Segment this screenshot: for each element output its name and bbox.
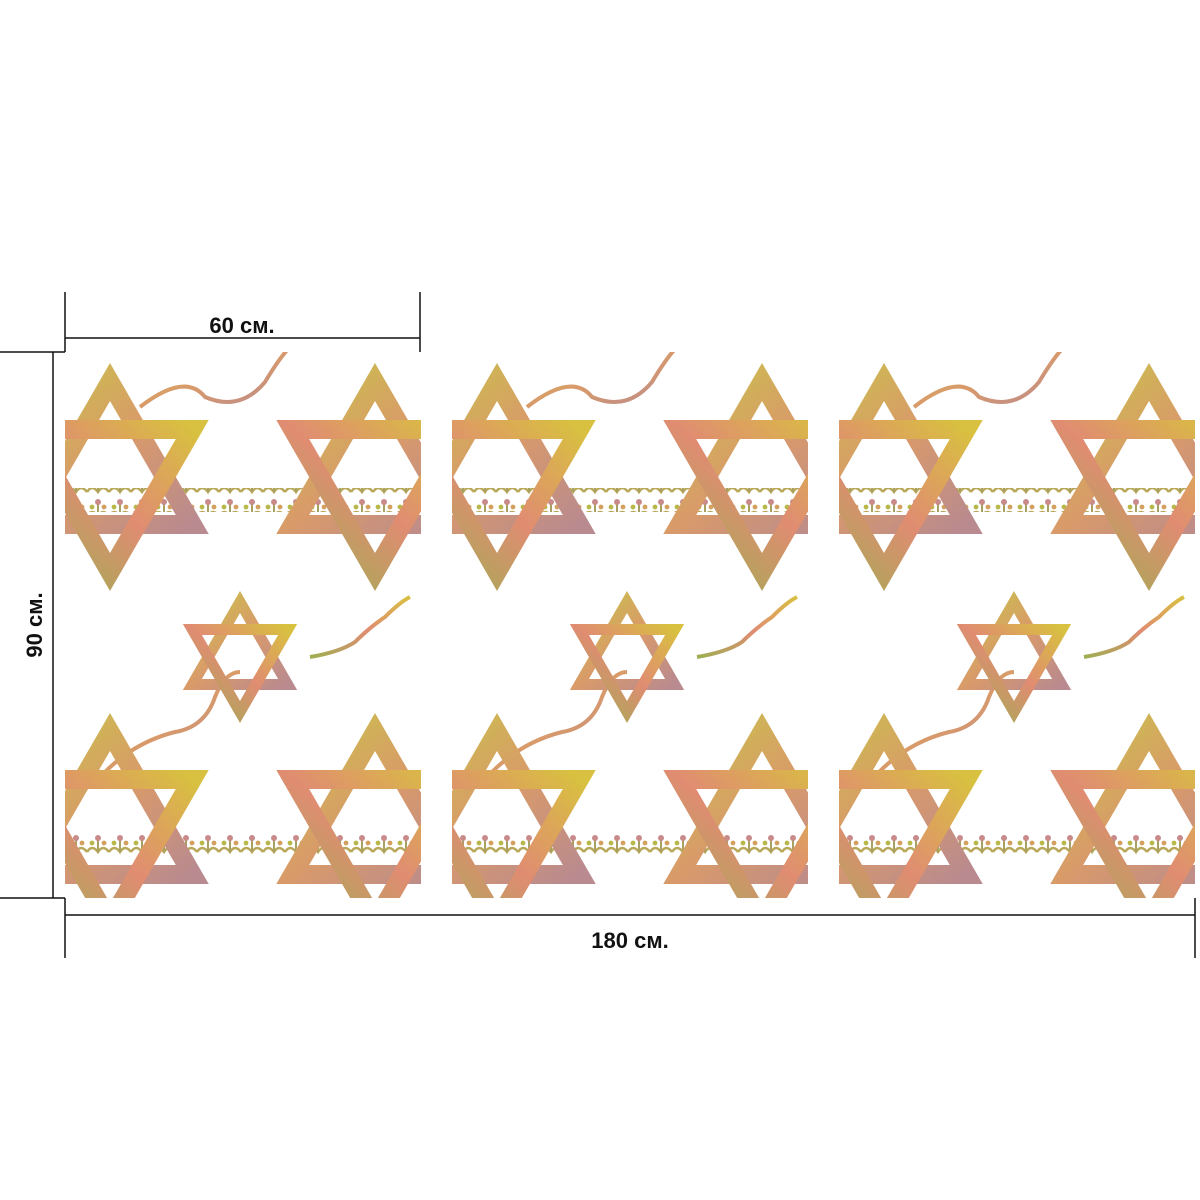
panel <box>28 347 458 922</box>
dimension-label: 60 см. <box>209 313 274 338</box>
dimension-label: 180 см. <box>591 928 668 953</box>
dimension-label: 90 см. <box>22 592 47 657</box>
panel <box>415 347 845 922</box>
panel-width-dimension: 60 см. <box>64 292 421 352</box>
panel <box>802 347 1200 922</box>
total-width-dimension: 180 см. <box>64 898 1196 958</box>
height-dimension: 90 см. <box>0 351 65 899</box>
